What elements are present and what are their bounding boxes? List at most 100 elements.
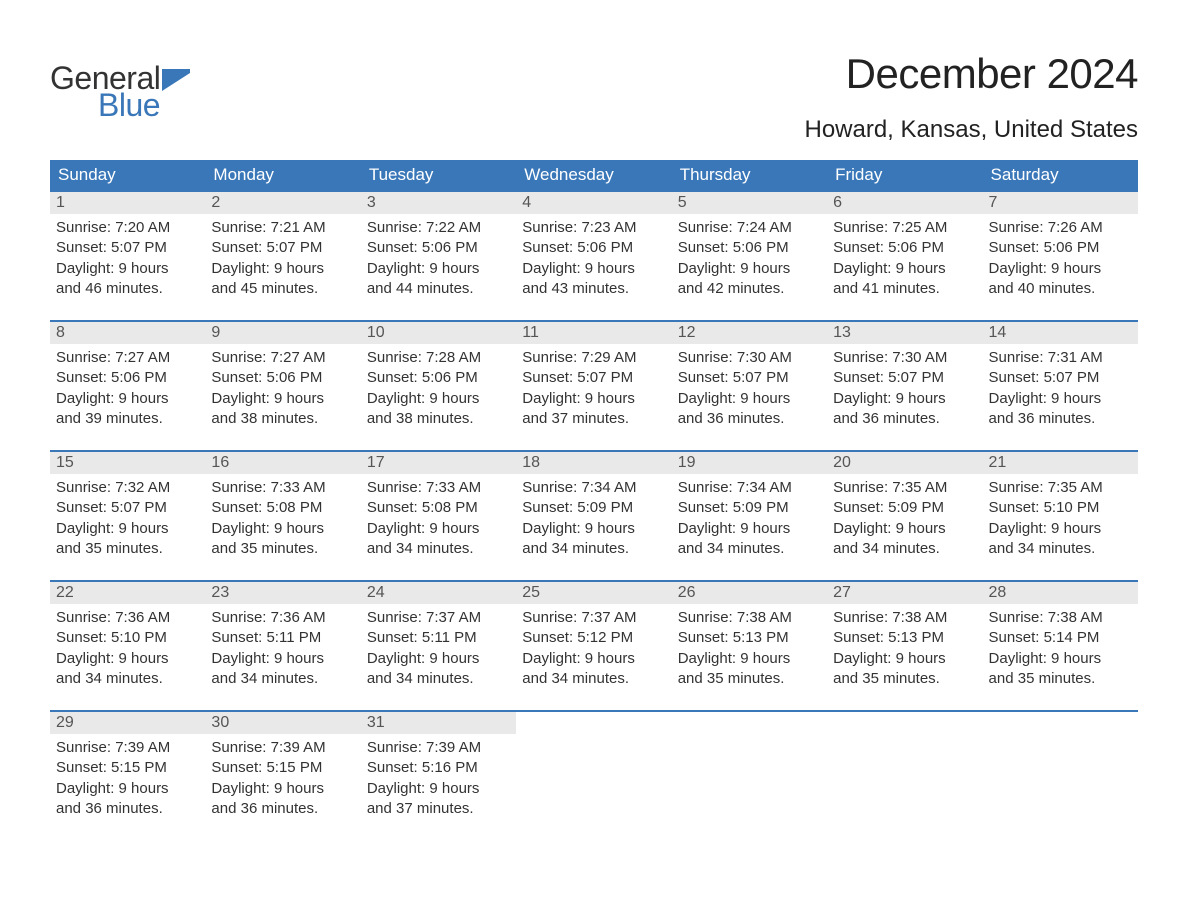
sunrise-text: Sunrise: 7:24 AM [678, 218, 821, 238]
sunrise-text: Sunrise: 7:35 AM [989, 478, 1132, 498]
daylight-text-1: Daylight: 9 hours [367, 649, 510, 669]
day-cell: 26Sunrise: 7:38 AMSunset: 5:13 PMDayligh… [672, 582, 827, 710]
day-cell: 3Sunrise: 7:22 AMSunset: 5:06 PMDaylight… [361, 192, 516, 320]
day-cell: 1Sunrise: 7:20 AMSunset: 5:07 PMDaylight… [50, 192, 205, 320]
header: General Blue December 2024 Howard, Kansa… [50, 50, 1138, 144]
daylight-text-2: and 37 minutes. [522, 409, 665, 429]
day-content: Sunrise: 7:33 AMSunset: 5:08 PMDaylight:… [361, 474, 516, 575]
daylight-text-1: Daylight: 9 hours [522, 259, 665, 279]
daylight-text-1: Daylight: 9 hours [989, 389, 1132, 409]
daylight-text-2: and 36 minutes. [833, 409, 976, 429]
day-number: 10 [361, 322, 516, 344]
sunrise-text: Sunrise: 7:29 AM [522, 348, 665, 368]
day-content: Sunrise: 7:38 AMSunset: 5:13 PMDaylight:… [672, 604, 827, 705]
sunrise-text: Sunrise: 7:27 AM [211, 348, 354, 368]
day-content: Sunrise: 7:31 AMSunset: 5:07 PMDaylight:… [983, 344, 1138, 445]
day-number: 4 [516, 192, 671, 214]
daylight-text-2: and 41 minutes. [833, 279, 976, 299]
daylight-text-2: and 34 minutes. [367, 539, 510, 559]
sunset-text: Sunset: 5:07 PM [56, 498, 199, 518]
daylight-text-2: and 34 minutes. [833, 539, 976, 559]
daylight-text-1: Daylight: 9 hours [56, 259, 199, 279]
sunset-text: Sunset: 5:13 PM [833, 628, 976, 648]
day-number: 3 [361, 192, 516, 214]
day-cell: 7Sunrise: 7:26 AMSunset: 5:06 PMDaylight… [983, 192, 1138, 320]
sunset-text: Sunset: 5:06 PM [678, 238, 821, 258]
daylight-text-2: and 38 minutes. [367, 409, 510, 429]
daylight-text-1: Daylight: 9 hours [833, 649, 976, 669]
daylight-text-1: Daylight: 9 hours [56, 779, 199, 799]
day-content: Sunrise: 7:28 AMSunset: 5:06 PMDaylight:… [361, 344, 516, 445]
day-number: 20 [827, 452, 982, 474]
day-content: Sunrise: 7:39 AMSunset: 5:16 PMDaylight:… [361, 734, 516, 835]
day-number: 9 [205, 322, 360, 344]
day-content: Sunrise: 7:38 AMSunset: 5:13 PMDaylight:… [827, 604, 982, 705]
sunrise-text: Sunrise: 7:39 AM [211, 738, 354, 758]
daylight-text-1: Daylight: 9 hours [522, 519, 665, 539]
day-cell: 20Sunrise: 7:35 AMSunset: 5:09 PMDayligh… [827, 452, 982, 580]
sunrise-text: Sunrise: 7:34 AM [678, 478, 821, 498]
daylight-text-1: Daylight: 9 hours [833, 519, 976, 539]
sunset-text: Sunset: 5:11 PM [211, 628, 354, 648]
daylight-text-2: and 35 minutes. [678, 669, 821, 689]
daylight-text-2: and 42 minutes. [678, 279, 821, 299]
daylight-text-2: and 34 minutes. [211, 669, 354, 689]
day-cell: 22Sunrise: 7:36 AMSunset: 5:10 PMDayligh… [50, 582, 205, 710]
sunset-text: Sunset: 5:09 PM [833, 498, 976, 518]
day-content: Sunrise: 7:37 AMSunset: 5:12 PMDaylight:… [516, 604, 671, 705]
day-content: Sunrise: 7:27 AMSunset: 5:06 PMDaylight:… [205, 344, 360, 445]
sunrise-text: Sunrise: 7:35 AM [833, 478, 976, 498]
day-number: 28 [983, 582, 1138, 604]
sunrise-text: Sunrise: 7:34 AM [522, 478, 665, 498]
day-header-fri: Friday [827, 165, 982, 185]
day-number: 5 [672, 192, 827, 214]
day-number: 22 [50, 582, 205, 604]
day-content: Sunrise: 7:24 AMSunset: 5:06 PMDaylight:… [672, 214, 827, 315]
daylight-text-2: and 45 minutes. [211, 279, 354, 299]
day-content: Sunrise: 7:25 AMSunset: 5:06 PMDaylight:… [827, 214, 982, 315]
sunrise-text: Sunrise: 7:39 AM [367, 738, 510, 758]
day-content: Sunrise: 7:29 AMSunset: 5:07 PMDaylight:… [516, 344, 671, 445]
day-header-tue: Tuesday [361, 165, 516, 185]
week-row: 15Sunrise: 7:32 AMSunset: 5:07 PMDayligh… [50, 450, 1138, 580]
day-number: 18 [516, 452, 671, 474]
day-cell: 23Sunrise: 7:36 AMSunset: 5:11 PMDayligh… [205, 582, 360, 710]
day-cell: 21Sunrise: 7:35 AMSunset: 5:10 PMDayligh… [983, 452, 1138, 580]
daylight-text-2: and 34 minutes. [522, 539, 665, 559]
day-cell [672, 712, 827, 840]
day-number: 13 [827, 322, 982, 344]
daylight-text-2: and 35 minutes. [56, 539, 199, 559]
daylight-text-2: and 35 minutes. [989, 669, 1132, 689]
daylight-text-1: Daylight: 9 hours [833, 389, 976, 409]
sunset-text: Sunset: 5:07 PM [56, 238, 199, 258]
daylight-text-1: Daylight: 9 hours [367, 389, 510, 409]
sunrise-text: Sunrise: 7:30 AM [678, 348, 821, 368]
day-content: Sunrise: 7:35 AMSunset: 5:09 PMDaylight:… [827, 474, 982, 575]
day-header-mon: Monday [205, 165, 360, 185]
daylight-text-1: Daylight: 9 hours [211, 259, 354, 279]
day-content: Sunrise: 7:30 AMSunset: 5:07 PMDaylight:… [827, 344, 982, 445]
sunset-text: Sunset: 5:06 PM [522, 238, 665, 258]
day-cell: 9Sunrise: 7:27 AMSunset: 5:06 PMDaylight… [205, 322, 360, 450]
day-cell: 16Sunrise: 7:33 AMSunset: 5:08 PMDayligh… [205, 452, 360, 580]
day-number: 8 [50, 322, 205, 344]
sunrise-text: Sunrise: 7:30 AM [833, 348, 976, 368]
month-title: December 2024 [804, 50, 1138, 98]
day-number: 25 [516, 582, 671, 604]
daylight-text-2: and 39 minutes. [56, 409, 199, 429]
daylight-text-1: Daylight: 9 hours [833, 259, 976, 279]
daylight-text-2: and 34 minutes. [367, 669, 510, 689]
day-number: 17 [361, 452, 516, 474]
day-content: Sunrise: 7:33 AMSunset: 5:08 PMDaylight:… [205, 474, 360, 575]
sunrise-text: Sunrise: 7:28 AM [367, 348, 510, 368]
daylight-text-2: and 36 minutes. [989, 409, 1132, 429]
daylight-text-2: and 35 minutes. [833, 669, 976, 689]
calendar: Sunday Monday Tuesday Wednesday Thursday… [50, 160, 1138, 840]
daylight-text-2: and 44 minutes. [367, 279, 510, 299]
sunset-text: Sunset: 5:10 PM [56, 628, 199, 648]
daylight-text-2: and 36 minutes. [56, 799, 199, 819]
day-cell: 6Sunrise: 7:25 AMSunset: 5:06 PMDaylight… [827, 192, 982, 320]
daylight-text-2: and 36 minutes. [211, 799, 354, 819]
logo: General Blue [50, 60, 190, 124]
day-header-row: Sunday Monday Tuesday Wednesday Thursday… [50, 160, 1138, 190]
